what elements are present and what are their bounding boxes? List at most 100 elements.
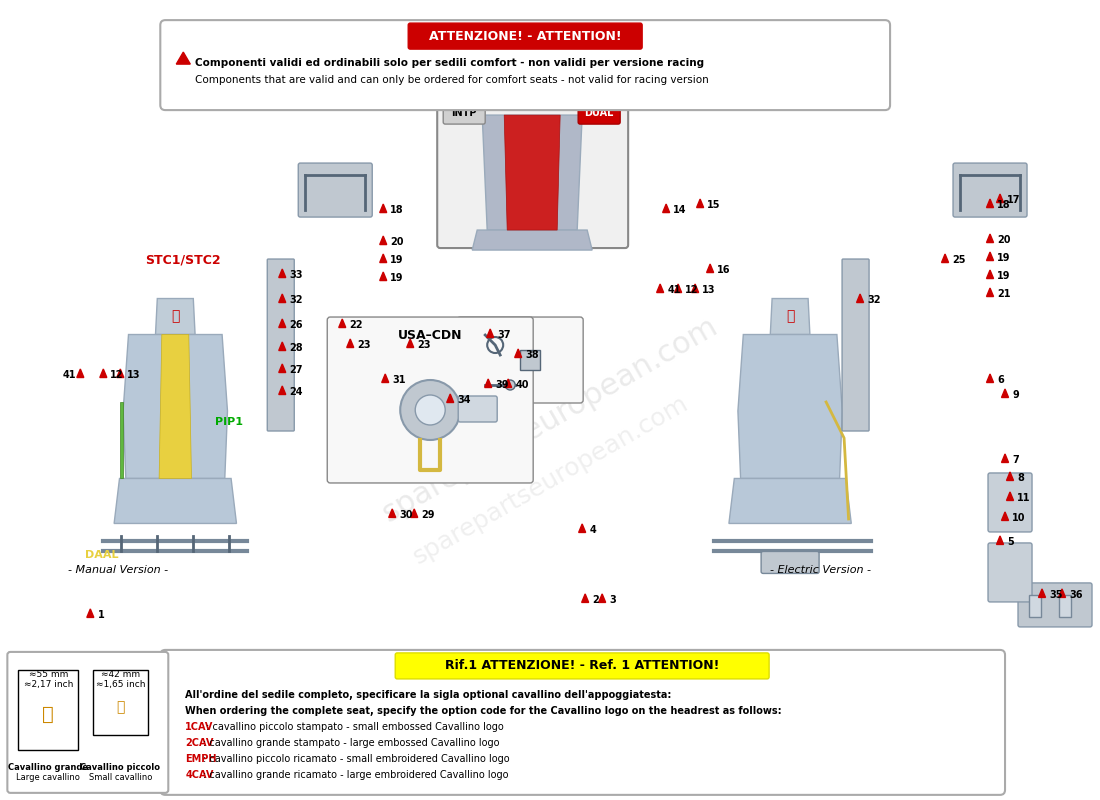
Text: Small cavallino: Small cavallino	[89, 774, 152, 782]
Polygon shape	[278, 294, 286, 302]
Text: 32: 32	[289, 295, 302, 305]
Text: STC1/STC2: STC1/STC2	[145, 254, 221, 266]
FancyBboxPatch shape	[327, 317, 534, 483]
Polygon shape	[579, 524, 585, 533]
Text: All'ordine del sedile completo, specificare la sigla optional cavallino dell'app: All'ordine del sedile completo, specific…	[185, 690, 672, 700]
Polygon shape	[1006, 492, 1013, 501]
Text: 22: 22	[349, 320, 363, 330]
Text: 29: 29	[421, 510, 434, 520]
Text: 4CAV: 4CAV	[185, 770, 213, 780]
Polygon shape	[706, 264, 714, 273]
Text: 17: 17	[1006, 195, 1021, 205]
Text: 26: 26	[289, 320, 302, 330]
Polygon shape	[346, 339, 354, 347]
Text: 41: 41	[667, 285, 681, 295]
Polygon shape	[857, 294, 864, 302]
Polygon shape	[770, 298, 810, 334]
Polygon shape	[278, 364, 286, 373]
Text: 18: 18	[997, 200, 1011, 210]
Polygon shape	[692, 284, 698, 293]
Text: 23: 23	[417, 340, 431, 350]
Polygon shape	[77, 369, 84, 378]
Text: 37: 37	[497, 330, 510, 340]
Text: USA–CDN: USA–CDN	[398, 329, 462, 342]
Polygon shape	[278, 386, 286, 394]
Text: 25: 25	[952, 255, 966, 265]
Text: 7: 7	[1012, 455, 1019, 465]
Text: : cavallino grande ricamato - large embroidered Cavallino logo: : cavallino grande ricamato - large embr…	[204, 770, 509, 780]
Text: Rif.1 ATTENZIONE! - Ref. 1 ATTENTION!: Rif.1 ATTENZIONE! - Ref. 1 ATTENTION!	[446, 659, 719, 673]
Text: EMPH: EMPH	[185, 754, 217, 764]
Bar	[1059, 595, 1071, 617]
Text: 4: 4	[590, 525, 596, 535]
FancyBboxPatch shape	[443, 102, 485, 124]
FancyBboxPatch shape	[988, 543, 1032, 602]
Polygon shape	[447, 394, 453, 402]
Polygon shape	[123, 334, 228, 478]
Polygon shape	[1058, 589, 1066, 598]
Polygon shape	[504, 115, 560, 230]
Text: 19: 19	[997, 253, 1011, 263]
Text: 16: 16	[717, 265, 730, 275]
Polygon shape	[987, 199, 993, 207]
Text: 38: 38	[525, 350, 539, 360]
Text: ≈42 mm: ≈42 mm	[101, 670, 140, 679]
Polygon shape	[657, 284, 663, 293]
Polygon shape	[505, 379, 512, 387]
Text: 5: 5	[1006, 537, 1014, 547]
Polygon shape	[1038, 589, 1045, 598]
Polygon shape	[120, 402, 123, 478]
Polygon shape	[388, 509, 396, 518]
Polygon shape	[1001, 389, 1009, 398]
FancyBboxPatch shape	[988, 473, 1032, 532]
Polygon shape	[482, 115, 582, 230]
Polygon shape	[515, 349, 521, 358]
Text: : cavallino piccolo stampato - small embossed Cavallino logo: : cavallino piccolo stampato - small emb…	[204, 722, 504, 732]
Text: DAAL: DAAL	[86, 550, 119, 560]
Text: 18: 18	[390, 205, 404, 215]
FancyBboxPatch shape	[458, 317, 583, 403]
Circle shape	[415, 395, 446, 425]
Text: 36: 36	[1069, 590, 1082, 600]
Text: 19: 19	[390, 255, 404, 265]
Text: 32: 32	[867, 295, 881, 305]
Polygon shape	[410, 509, 418, 518]
Polygon shape	[114, 478, 236, 523]
Bar	[1028, 595, 1041, 617]
Text: Cavallino grande: Cavallino grande	[9, 763, 88, 772]
Text: 🐎: 🐎	[785, 310, 794, 323]
Text: 21: 21	[997, 289, 1011, 299]
Polygon shape	[176, 52, 190, 64]
Text: 🐎: 🐎	[117, 700, 124, 714]
Polygon shape	[997, 536, 1003, 545]
FancyBboxPatch shape	[843, 259, 869, 431]
FancyBboxPatch shape	[161, 20, 890, 110]
Text: 2: 2	[592, 595, 598, 605]
Text: 23: 23	[358, 340, 371, 350]
Text: ≈2,17 inch: ≈2,17 inch	[23, 681, 73, 690]
Text: ≈1,65 inch: ≈1,65 inch	[96, 681, 145, 690]
Polygon shape	[486, 329, 494, 338]
Polygon shape	[160, 334, 191, 478]
Text: 2CAV: 2CAV	[185, 738, 213, 748]
Polygon shape	[1001, 454, 1009, 462]
Polygon shape	[729, 478, 851, 523]
FancyBboxPatch shape	[298, 163, 372, 217]
Text: 6: 6	[997, 375, 1004, 385]
Polygon shape	[100, 369, 107, 378]
Text: 1CAV: 1CAV	[185, 722, 213, 732]
Polygon shape	[117, 369, 124, 378]
Text: 10: 10	[1012, 513, 1025, 523]
Text: 11: 11	[1018, 493, 1031, 503]
Text: 20: 20	[390, 237, 404, 247]
Text: - Electric Version -: - Electric Version -	[770, 565, 870, 575]
Text: Componenti validi ed ordinabili solo per sedili comfort - non validi per version: Componenti validi ed ordinabili solo per…	[196, 58, 704, 68]
Polygon shape	[472, 230, 592, 250]
Polygon shape	[379, 272, 387, 281]
Text: 15: 15	[707, 200, 721, 210]
Polygon shape	[87, 609, 94, 618]
Polygon shape	[407, 339, 414, 347]
Text: 1: 1	[98, 610, 106, 620]
Bar	[19, 670, 78, 750]
Text: Cavallino piccolo: Cavallino piccolo	[80, 763, 161, 772]
